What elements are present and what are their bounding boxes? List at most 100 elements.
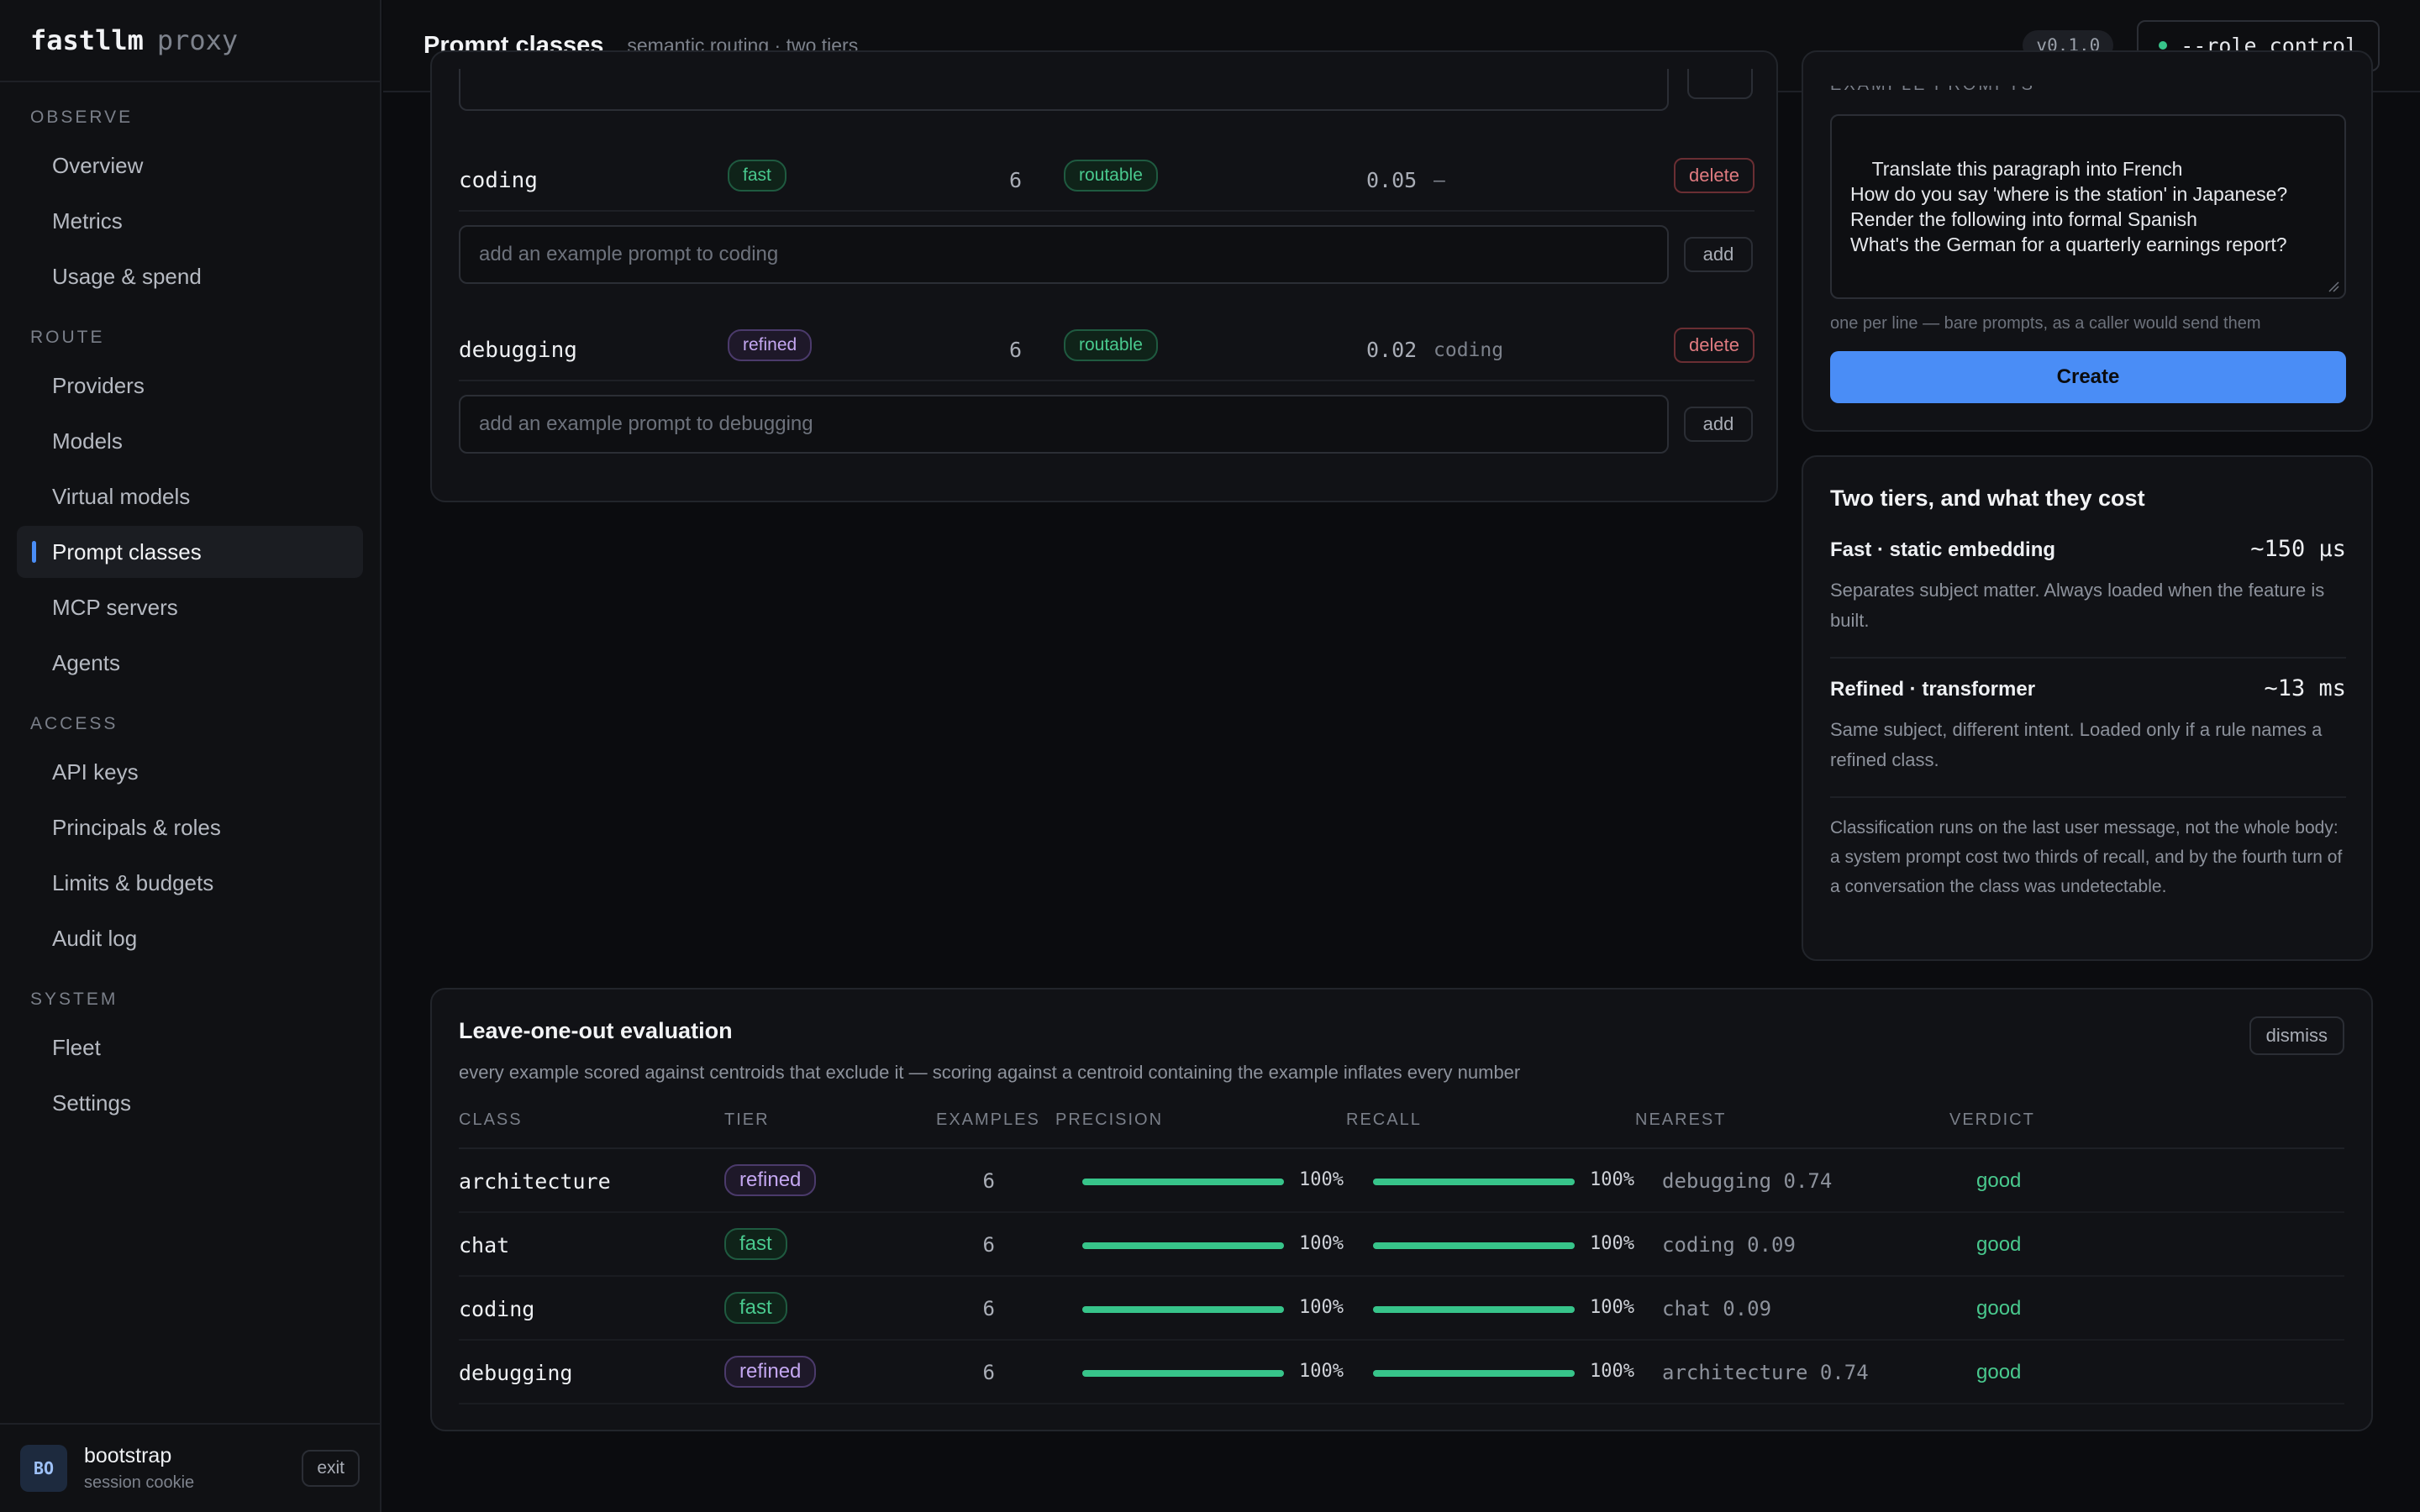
brand-suffix: proxy	[156, 24, 239, 56]
precision-value: 100%	[1299, 1233, 1344, 1254]
threshold-value: 0.02	[1366, 338, 1418, 362]
sidebar-item-settings[interactable]: Settings	[52, 1089, 131, 1116]
example-count: 6	[982, 1233, 995, 1257]
table-row: chat fast 6 100% 100% coding 0.09 good	[459, 1213, 2344, 1277]
user-box: BO bootstrap session cookie exit	[0, 1423, 380, 1512]
add-example-input-debugging[interactable]	[459, 395, 1669, 454]
tier-badge: refined	[724, 1356, 817, 1388]
column-header-nearest: NEAREST	[1635, 1110, 1727, 1129]
delete-button[interactable]: delete	[1674, 328, 1754, 363]
recall-bar	[1373, 1179, 1575, 1185]
add-example-button[interactable]: add	[1684, 237, 1753, 272]
nearest-class: chat 0.09	[1662, 1297, 1772, 1320]
sidebar-item-mcp-servers[interactable]: MCP servers	[52, 594, 178, 620]
recall-bar-fill	[1373, 1242, 1575, 1249]
create-button[interactable]: Create	[1830, 351, 2346, 403]
delete-button[interactable]: delete	[1674, 158, 1754, 193]
dismiss-button[interactable]: dismiss	[2249, 1016, 2344, 1055]
nav-section-title: ACCESS	[30, 714, 118, 733]
sidebar-nav: OBSERVE Overview Metrics Usage & spend R…	[0, 108, 380, 1129]
header-divider	[459, 1147, 2344, 1149]
add-example-button[interactable]: add	[1684, 407, 1753, 442]
class-name: debugging	[459, 338, 577, 363]
sidebar: fastllm proxy OBSERVE Overview Metrics U…	[0, 0, 381, 1512]
classification-note: Classification runs on the last user mes…	[1830, 818, 2343, 896]
example-count: 6	[982, 1361, 995, 1384]
brand-name: fastllm	[30, 24, 144, 56]
column-header-tier: TIER	[724, 1110, 770, 1129]
row-divider	[459, 210, 1754, 212]
table-row: coding fast 6 100% 100% chat 0.09 good	[459, 1277, 2344, 1341]
row-divider	[459, 380, 1754, 381]
evaluation-subtitle: every example scored against centroids t…	[459, 1062, 1521, 1083]
add-example-input-coding[interactable]	[459, 225, 1669, 284]
precision-value: 100%	[1299, 1297, 1344, 1318]
verdict: good	[1976, 1169, 2022, 1192]
divider	[1830, 796, 2346, 798]
divider	[1830, 657, 2346, 659]
recall-value: 100%	[1590, 1361, 1634, 1382]
example-count: 6	[1008, 168, 1022, 192]
user-session: session cookie	[84, 1473, 195, 1492]
create-class-card: EXAMPLE PROMPTS Translate this paragraph…	[1802, 50, 2373, 432]
sidebar-item-agents[interactable]: Agents	[52, 649, 120, 675]
sidebar-item-metrics[interactable]: Metrics	[52, 207, 123, 234]
tier-name: Refined · transformer	[1830, 678, 2036, 701]
parent-class: –	[1434, 170, 1445, 192]
precision-bar-fill	[1082, 1179, 1284, 1185]
sidebar-item-audit-log[interactable]: Audit log	[52, 925, 138, 951]
sidebar-item-principals-roles[interactable]: Principals & roles	[52, 814, 221, 840]
example-count: 6	[982, 1297, 995, 1320]
precision-bar	[1082, 1242, 1284, 1249]
tier-badge: refined	[724, 1164, 817, 1196]
tier-fast: Fast · static embedding ~150 µs Separate…	[1830, 536, 2346, 636]
brand-logo[interactable]: fastllm proxy	[0, 0, 380, 82]
evaluation-card: Leave-one-out evaluation every example s…	[430, 988, 2373, 1431]
status-badge: routable	[1064, 329, 1158, 361]
row-divider	[459, 1275, 2344, 1277]
row-divider	[459, 1211, 2344, 1213]
class-name: architecture	[459, 1169, 611, 1194]
column-header-class: CLASS	[459, 1110, 523, 1129]
sidebar-item-fleet[interactable]: Fleet	[52, 1034, 101, 1060]
column-header-recall: RECALL	[1346, 1110, 1422, 1129]
previous-add-button[interactable]	[1687, 69, 1753, 99]
sidebar-item-providers[interactable]: Providers	[52, 372, 145, 398]
precision-value: 100%	[1299, 1169, 1344, 1190]
precision-bar-fill	[1082, 1306, 1284, 1313]
sidebar-item-limits-budgets[interactable]: Limits & budgets	[52, 869, 214, 895]
recall-bar-fill	[1373, 1179, 1575, 1185]
table-row: architecture refined 6 100% 100% debugging 0.…	[459, 1149, 2344, 1213]
precision-bar	[1082, 1179, 1284, 1185]
example-prompts-textarea[interactable]: Translate this paragraph into French How…	[1830, 114, 2346, 299]
precision-bar	[1082, 1306, 1284, 1313]
sidebar-item-usage-spend[interactable]: Usage & spend	[52, 263, 202, 289]
example-prompts-hint: one per line — bare prompts, as a caller…	[1830, 314, 2261, 333]
column-header-verdict: VERDICT	[1949, 1110, 2035, 1129]
example-prompts-label-text: EXAMPLE PROMPTS	[1830, 86, 2035, 94]
tier-badge: refined	[728, 329, 813, 361]
class-row-coding: coding fast 6 routable 0.05 – delete	[459, 139, 1754, 223]
tier-badge: fast	[724, 1228, 787, 1260]
tier-cost: ~13 ms	[2264, 675, 2346, 701]
tier-name: Fast · static embedding	[1830, 538, 2056, 561]
verdict: good	[1976, 1297, 2022, 1320]
recall-value: 100%	[1590, 1297, 1634, 1318]
sidebar-item-prompt-classes[interactable]: Prompt classes	[17, 526, 363, 578]
sidebar-item-api-keys[interactable]: API keys	[52, 759, 139, 785]
sidebar-item-models[interactable]: Models	[52, 428, 123, 454]
previous-add-input[interactable]	[459, 69, 1669, 111]
tier-refined: Refined · transformer ~13 ms Same subjec…	[1830, 675, 2346, 775]
resize-handle-icon[interactable]	[2328, 281, 2339, 292]
example-count: 6	[982, 1169, 995, 1193]
class-name: chat	[459, 1233, 510, 1257]
status-dot-icon	[2159, 41, 2168, 50]
sidebar-item-overview[interactable]: Overview	[52, 152, 144, 178]
verdict: good	[1976, 1233, 2022, 1256]
recall-bar	[1373, 1370, 1575, 1377]
example-prompts-label: EXAMPLE PROMPTS	[1830, 86, 2035, 106]
exit-button[interactable]: exit	[302, 1450, 360, 1487]
user-name: bootstrap	[84, 1444, 172, 1467]
sidebar-item-virtual-models[interactable]: Virtual models	[52, 483, 191, 509]
tiers-title: Two tiers, and what they cost	[1830, 486, 2145, 511]
